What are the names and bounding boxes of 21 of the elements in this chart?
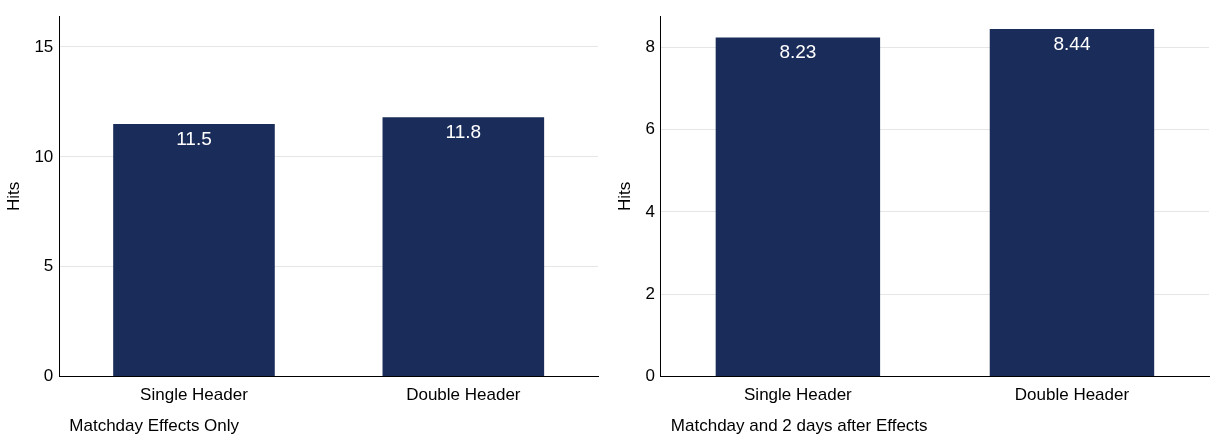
x-tick-label: Double Header — [1014, 385, 1130, 405]
text: Matchday Effects Only — [69, 416, 240, 436]
x-tick-label: Single Header — [140, 385, 249, 405]
data-label: 8.23 — [779, 41, 817, 63]
text: Matchday and 2 days after Effects — [670, 416, 928, 436]
y-tick-label: 4 — [645, 201, 655, 221]
x-tick-label: Single Header — [744, 385, 853, 405]
data-label: 11.8 — [445, 121, 482, 143]
y-tick-label: 5 — [43, 256, 54, 276]
data-label: 11.5 — [176, 127, 212, 149]
y-tick-label: 2 — [645, 283, 655, 303]
x-tick-label: Double Header — [406, 385, 521, 405]
y-tick-label: 6 — [645, 119, 655, 139]
y-tick-label: 8 — [645, 36, 655, 56]
y-tick-label: 15 — [34, 36, 54, 56]
y-axis-title: Hits — [3, 181, 23, 212]
y-axis-title: Hits — [614, 181, 634, 212]
data-label: 8.44 — [1053, 32, 1091, 54]
y-tick-label: 10 — [34, 146, 54, 166]
y-tick-label: 0 — [645, 366, 655, 386]
y-tick-label: 0 — [43, 366, 54, 386]
